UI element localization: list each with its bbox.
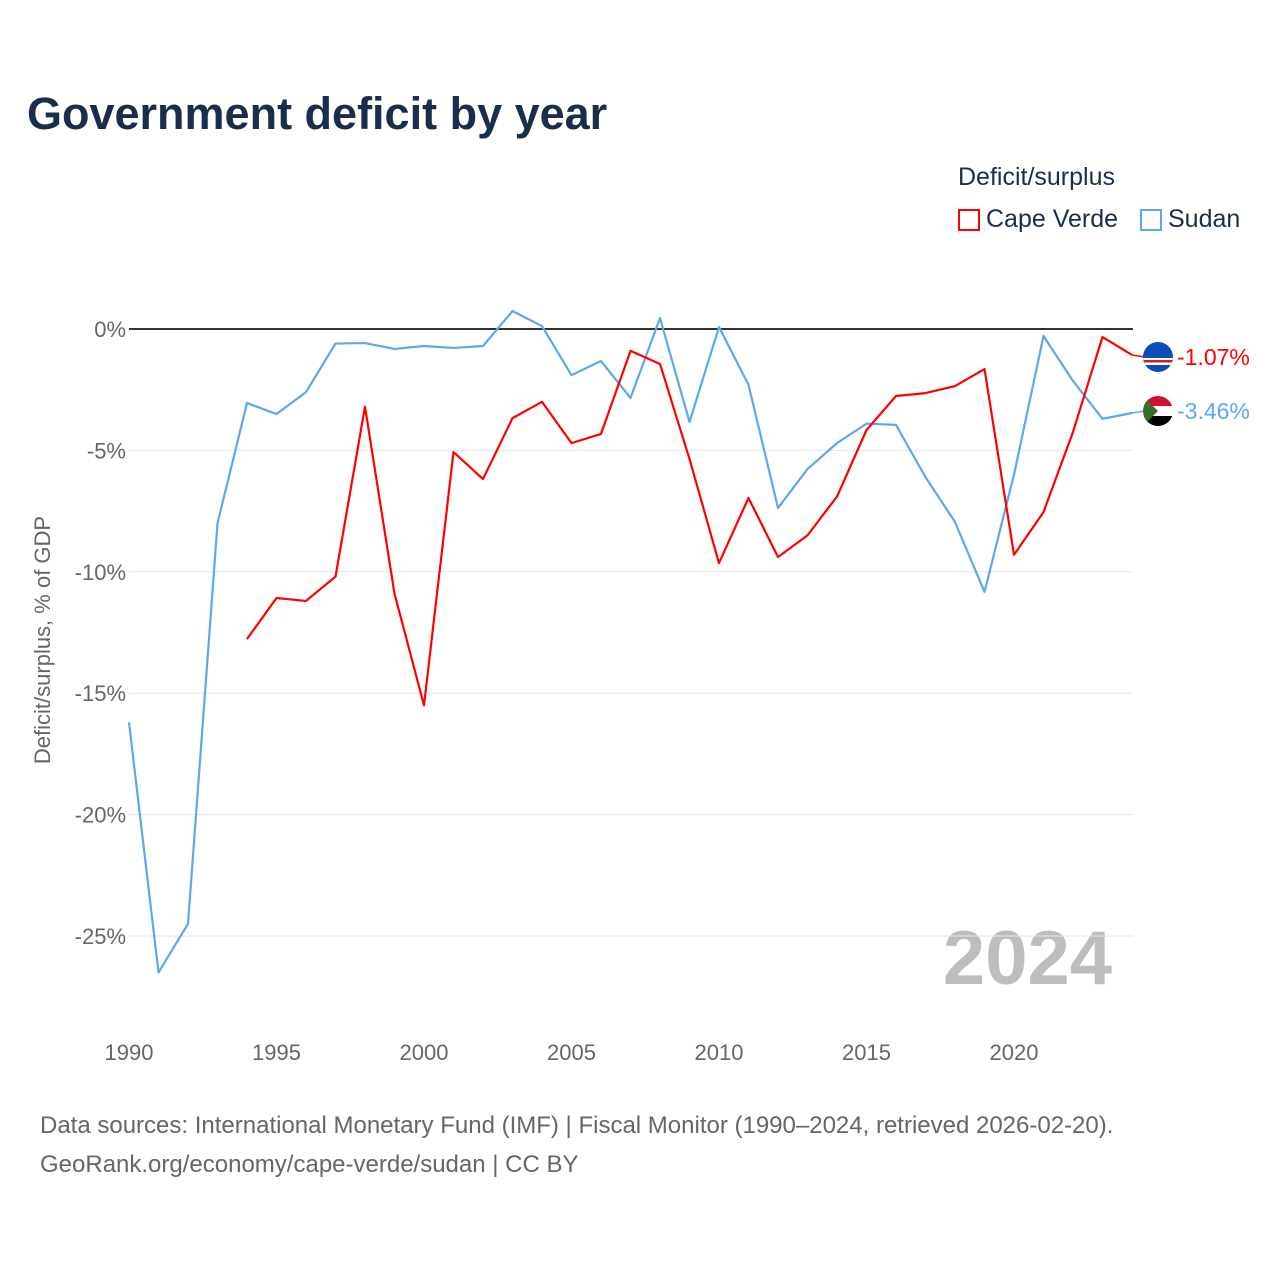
end-connector bbox=[1131, 354, 1146, 358]
y-tick-label: -5% bbox=[87, 438, 126, 463]
sudan-flag-icon bbox=[1143, 396, 1173, 427]
legend-title: Deficit/surplus bbox=[958, 163, 1115, 191]
x-tick-label: 1995 bbox=[252, 1040, 301, 1065]
y-tick-label: -15% bbox=[75, 681, 126, 706]
x-tick-label: 2015 bbox=[842, 1040, 891, 1065]
legend-swatch-sudan bbox=[1140, 208, 1162, 231]
source-line: Data sources: International Monetary Fun… bbox=[40, 1112, 1114, 1139]
y-tick-label: -25% bbox=[75, 924, 126, 949]
cape-verde-flag-icon bbox=[1143, 341, 1173, 372]
y-tick-label: -20% bbox=[75, 803, 126, 828]
legend-swatch-cape-verde bbox=[958, 208, 980, 231]
end-connector bbox=[1131, 410, 1146, 414]
source-note: Data sources: International Monetary Fun… bbox=[40, 1106, 1113, 1184]
x-tick-label: 2010 bbox=[695, 1040, 744, 1065]
chart-title: Government deficit by year bbox=[27, 88, 608, 139]
y-axis-label: Deficit/surplus, % of GDP bbox=[30, 516, 55, 764]
series-line-cape-verde bbox=[246, 335, 1133, 707]
x-tick-label: 2000 bbox=[400, 1040, 449, 1065]
legend-item-cape-verde[interactable]: Cape Verde bbox=[958, 205, 1118, 234]
legend-label: Cape Verde bbox=[986, 205, 1119, 233]
year-watermark: 2024 bbox=[943, 916, 1112, 1001]
end-label-cape-verde: -1.07% bbox=[1177, 344, 1250, 370]
x-tick-label: 2020 bbox=[990, 1040, 1039, 1065]
end-label-sudan: -3.46% bbox=[1177, 398, 1250, 424]
y-tick-label: -10% bbox=[75, 560, 126, 585]
legend-label: Sudan bbox=[1168, 205, 1241, 233]
y-tick-label: 0% bbox=[94, 317, 126, 342]
source-link[interactable]: GeoRank.org/economy/cape-verde/sudan | C… bbox=[40, 1151, 579, 1178]
legend-item-sudan[interactable]: Sudan bbox=[1140, 205, 1240, 234]
x-tick-label: 2005 bbox=[547, 1040, 596, 1065]
x-tick-label: 1990 bbox=[105, 1040, 154, 1065]
series-line-sudan bbox=[127, 309, 1133, 974]
